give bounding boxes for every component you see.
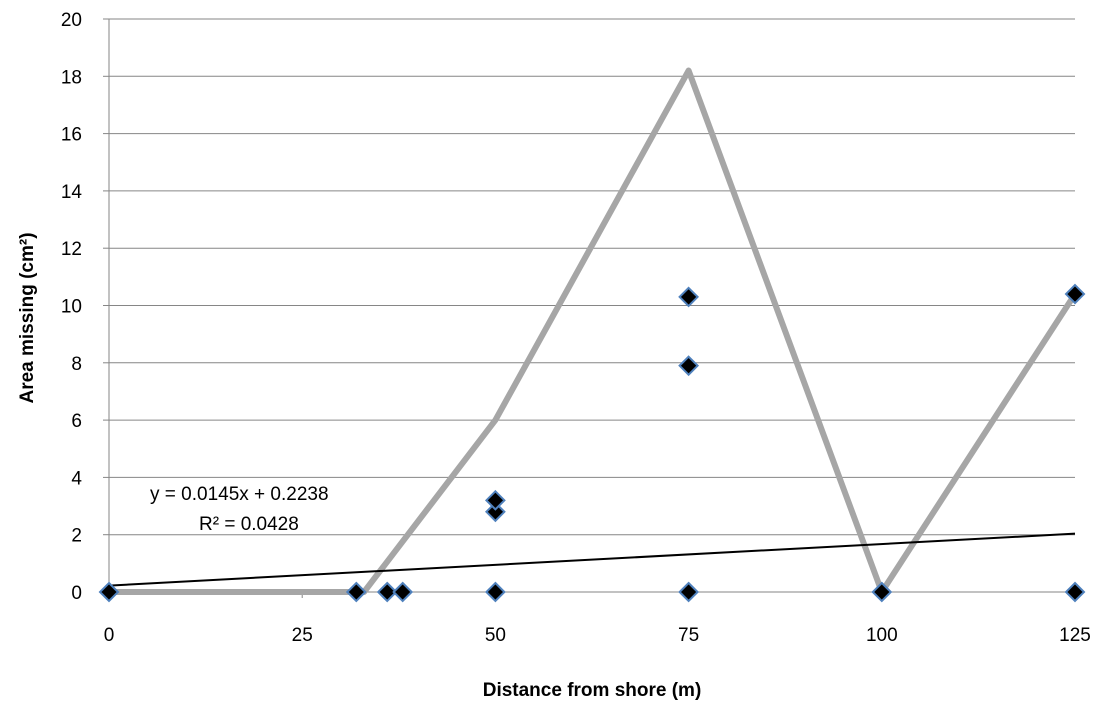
data-point xyxy=(484,501,506,523)
trendline-equation: y = 0.0145x + 0.2238 xyxy=(150,484,329,505)
data-point xyxy=(376,581,398,603)
data-point xyxy=(678,286,700,308)
data-point xyxy=(1064,283,1086,305)
data-point xyxy=(1064,581,1086,603)
data-point xyxy=(484,581,506,603)
x-tick-label: 50 xyxy=(485,625,506,646)
y-tick-label: 2 xyxy=(71,526,82,547)
x-axis-title: Distance from shore (m) xyxy=(483,680,702,701)
data-point xyxy=(392,581,414,603)
y-tick-label: 0 xyxy=(71,583,82,604)
y-tick-label: 8 xyxy=(71,354,82,375)
x-tick-label: 75 xyxy=(678,625,699,646)
linear-trendline xyxy=(108,532,1076,587)
x-tick-label: 0 xyxy=(104,625,115,646)
y-tick-label: 10 xyxy=(61,297,82,318)
y-tick-label: 12 xyxy=(61,239,82,260)
y-axis-title: Area missing (cm²) xyxy=(17,232,38,403)
y-tick-labels: 0 2 4 6 8 10 12 14 16 18 20 xyxy=(61,10,109,604)
data-point xyxy=(98,581,120,603)
y-tick-label: 20 xyxy=(61,10,82,31)
y-tick-label: 16 xyxy=(61,125,82,146)
y-tick-label: 18 xyxy=(61,67,82,88)
trendline-r-squared: R² = 0.0428 xyxy=(199,514,299,535)
data-point xyxy=(678,355,700,377)
data-point xyxy=(871,581,893,603)
x-tick-labels: 0 25 50 75 100 125 xyxy=(104,592,1091,646)
data-point xyxy=(484,489,506,511)
x-tick-label: 25 xyxy=(292,625,313,646)
grid-lines xyxy=(109,18,1075,593)
y-tick-label: 4 xyxy=(71,468,82,489)
data-point xyxy=(678,581,700,603)
x-tick-label: 100 xyxy=(866,625,898,646)
y-tick-label: 6 xyxy=(71,411,82,432)
trendline-series xyxy=(108,532,1076,587)
y-tick-label: 14 xyxy=(61,182,83,203)
data-point xyxy=(345,581,367,603)
scatter-points xyxy=(98,283,1086,603)
x-tick-label: 125 xyxy=(1059,625,1091,646)
